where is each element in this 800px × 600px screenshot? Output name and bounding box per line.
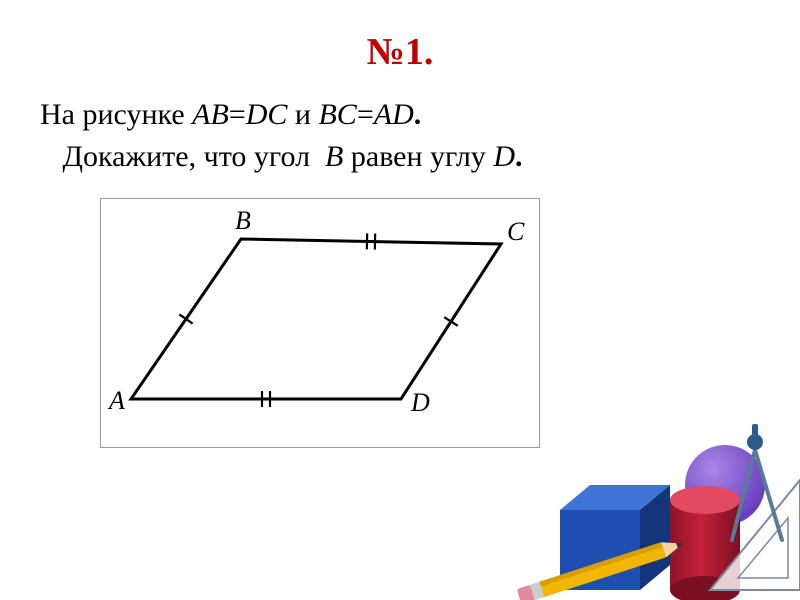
line2-prefix: Докажите, что угол bbox=[40, 140, 325, 173]
eq1-lhs: AB bbox=[192, 98, 229, 131]
text-prefix: На рисунке bbox=[40, 98, 192, 131]
eq2-lhs: BC bbox=[318, 98, 356, 131]
angle1: B bbox=[325, 140, 343, 173]
period2: . bbox=[515, 140, 523, 173]
slide: №1. На рисунке AB=DC и BC=AD. Докажите, … bbox=[0, 0, 800, 600]
text-and: и bbox=[287, 98, 318, 131]
text-mid: равен углу bbox=[343, 140, 493, 173]
svg-text:C: C bbox=[507, 217, 525, 246]
problem-number: №1. bbox=[40, 30, 760, 74]
eq1-rhs: DC bbox=[246, 98, 288, 131]
decorative-shapes bbox=[500, 390, 800, 600]
svg-text:B: B bbox=[235, 206, 251, 235]
parallelogram-diagram: A B C D bbox=[101, 199, 541, 449]
eq2-rhs: AD bbox=[374, 98, 414, 131]
eq2-op: = bbox=[357, 98, 374, 131]
svg-text:D: D bbox=[410, 388, 430, 417]
angle2: D bbox=[493, 140, 515, 173]
title-text: №1. bbox=[367, 31, 434, 73]
period1: . bbox=[414, 98, 422, 131]
svg-text:A: A bbox=[107, 386, 125, 415]
problem-statement: На рисунке AB=DC и BC=AD. Докажите, что … bbox=[40, 94, 760, 178]
eq1-op: = bbox=[229, 98, 246, 131]
figure-box: A B C D bbox=[100, 198, 540, 448]
